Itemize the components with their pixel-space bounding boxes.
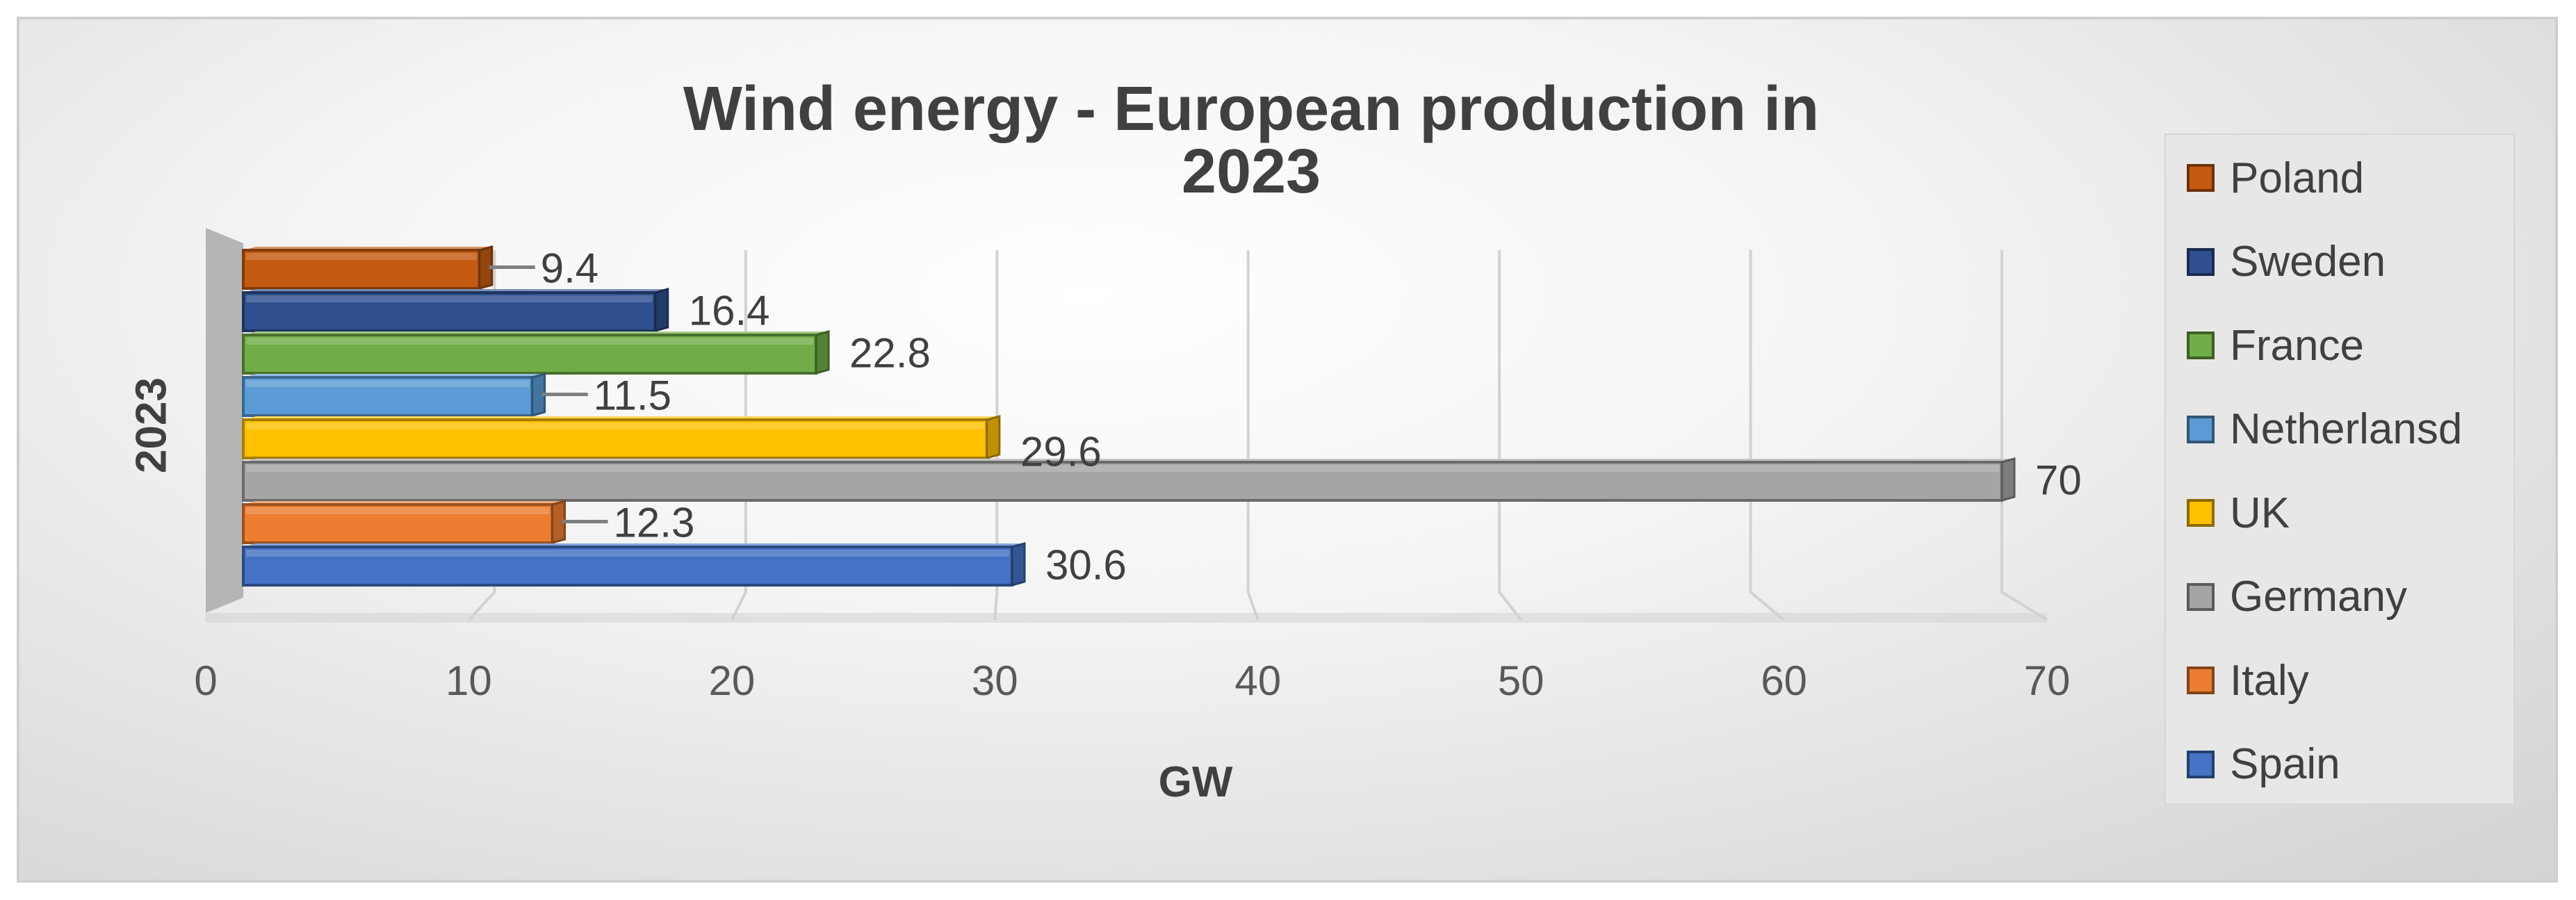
x-tick-label: 50 [1498,657,1544,704]
chart-title: Wind energy - European production in 202… [683,74,1820,206]
legend-swatch [2187,499,2215,527]
bar-end-cap [551,500,566,544]
x-tick-label: 70 [2024,657,2071,704]
legend-swatch [2187,164,2215,192]
plot-walls [206,228,2047,623]
bar-highlight [246,338,814,345]
x-axis-ticks: 0 10 20 30 40 50 60 70 [194,657,2070,704]
bar-highlight [246,507,550,514]
bar-highlight [246,253,477,260]
legend-item: Netherlansd [2187,402,2462,457]
data-label: 9.4 [541,245,598,292]
bar-end-cap [815,330,830,375]
legend-item: Germany [2187,569,2407,625]
side-wall [206,228,243,613]
bar-netherlansd [242,373,546,417]
x-tick-label: 60 [1761,657,1807,704]
legend-swatch [2187,332,2215,359]
data-label: 11.5 [594,373,671,419]
legend: Poland Sweden France Netherlansd UK Germany It… [2165,133,2515,805]
legend-label: Sweden [2230,238,2386,286]
legend-label: UK [2230,489,2290,537]
bar-highlight [246,295,653,302]
data-label: 29.6 [1020,429,1102,475]
legend-label: Italy [2230,656,2309,705]
data-labels: 9.4 16.4 22.8 11.5 29.6 70 12.3 30.6 [541,245,2082,589]
x-axis-title: GW [1158,758,1233,806]
legend-item: Italy [2187,653,2309,708]
bar-highlight [246,465,1999,472]
bar-end-cap [478,245,494,290]
x-tick-label: 40 [1234,657,1281,704]
legend-item: UK [2187,485,2290,541]
legend-swatch [2187,750,2215,778]
legend-label: Spain [2230,740,2340,788]
gridline [1749,250,1785,621]
x-tick-label: 10 [446,657,492,704]
bar-highlight [246,380,530,387]
bar-series [242,245,2016,587]
bar-end-cap [531,373,546,417]
x-tick-label: 20 [708,657,755,704]
gridline [993,250,999,621]
gridline [1498,250,1522,621]
x-tick-label: 30 [972,657,1018,704]
gridlines [467,250,2048,621]
bar-poland [242,245,494,290]
bar-front-face [242,503,554,544]
legend-label: Netherlansd [2230,405,2463,453]
legend-swatch [2187,415,2215,443]
bar-germany [242,457,2016,502]
legend-label: France [2230,321,2364,370]
bar-end-cap [986,415,1001,459]
legend-swatch [2187,582,2215,611]
bar-end-cap [654,288,669,332]
legend-swatch [2187,666,2215,694]
bar-highlight [246,423,984,429]
legend-item: France [2187,318,2364,373]
leader-lines [489,265,608,523]
legend-item: Poland [2187,150,2364,206]
data-label: 12.3 [614,500,695,546]
bar-end-cap [1011,542,1026,587]
floor [206,613,2047,623]
legend-swatch [2187,247,2215,276]
legend-label: Germany [2230,573,2407,621]
gridline [1246,250,1260,621]
bar-end-cap [2000,457,2016,502]
bar-highlight [246,550,1009,557]
data-label: 70 [2035,457,2082,504]
bar-sweden [242,288,669,332]
bar-italy [242,500,566,544]
gridline [2000,250,2048,621]
data-label: 22.8 [849,330,931,377]
legend-label: Poland [2230,154,2365,202]
bar-spain [242,542,1026,587]
bar-uk [242,415,1001,459]
data-label: 30.6 [1045,542,1127,589]
legend-item: Sweden [2187,234,2386,290]
bar-front-face [242,461,2003,502]
bar-front-face [242,376,534,417]
x-tick-label: 0 [194,657,217,704]
legend-item: Spain [2187,737,2340,792]
bar-france [242,330,830,375]
data-label: 16.4 [689,288,770,334]
